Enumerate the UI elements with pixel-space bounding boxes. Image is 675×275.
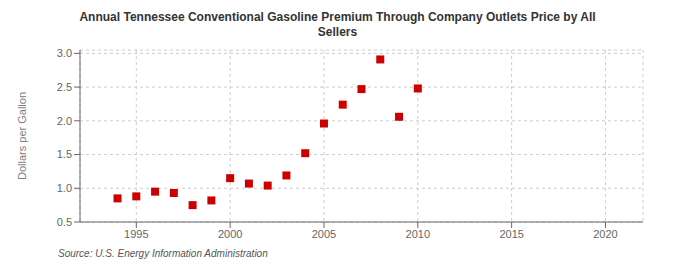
html-text:Source: U.S. Energy Informatio: Source: U.S. Energy Information Administ…	[58, 248, 268, 259]
svg-text:2015: 2015	[499, 228, 523, 240]
svg-text:2010: 2010	[406, 228, 430, 240]
svg-text:1.0: 1.0	[57, 182, 72, 194]
svg-text:1.5: 1.5	[57, 148, 72, 160]
svg-text:2.5: 2.5	[57, 81, 72, 93]
html-text:Sellers: Sellers	[317, 25, 358, 39]
html-text:Annual Tennessee Conventional: Annual Tennessee Conventional Gasoline P…	[79, 10, 596, 24]
svg-text:2.0: 2.0	[57, 115, 72, 127]
svg-text:2005: 2005	[312, 228, 336, 240]
svg-text:3.0: 3.0	[57, 47, 72, 59]
svg-text:1995: 1995	[124, 228, 148, 240]
svg-text:2020: 2020	[593, 228, 617, 240]
svg-text:2000: 2000	[218, 228, 242, 240]
svg-text:Dollars per Gallon: Dollars per Gallon	[16, 92, 28, 180]
svg-text:0.5: 0.5	[57, 216, 72, 228]
